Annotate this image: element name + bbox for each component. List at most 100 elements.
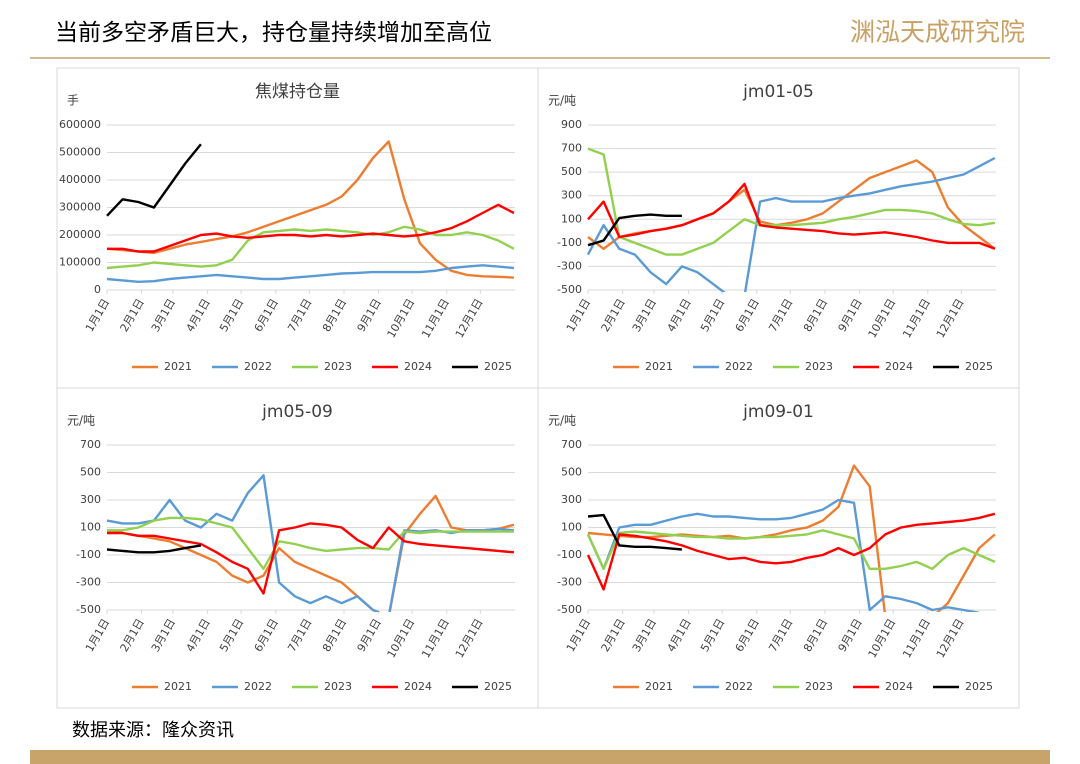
x-tick-label: 10月1日 xyxy=(385,617,418,661)
panel xyxy=(56,67,539,389)
series-line xyxy=(587,147,996,256)
y-tick-label: -100 xyxy=(76,548,101,561)
y-tick-label: 100 xyxy=(80,521,101,534)
x-tick-label: 8月1日 xyxy=(320,297,349,335)
x-tick-label: 5月1日 xyxy=(698,297,727,335)
x-tick-label: 6月1日 xyxy=(252,297,281,335)
x-tick-label: 5月1日 xyxy=(217,617,246,655)
legend-label: 2021 xyxy=(164,360,192,373)
x-tick-label: 9月1日 xyxy=(836,617,865,655)
x-tick-label: 12月1日 xyxy=(934,297,967,341)
slide-title: 当前多空矛盾巨大，持仓量持续增加至高位 xyxy=(55,20,492,46)
x-tick-label: 9月1日 xyxy=(355,297,384,335)
x-tick-label: 8月1日 xyxy=(801,617,830,655)
legend-label: 2024 xyxy=(885,360,913,373)
y-tick-label: 300 xyxy=(561,493,582,506)
y-tick-label: 200000 xyxy=(59,228,101,241)
x-tick-label: 8月1日 xyxy=(801,297,830,335)
x-tick-label: 3月1日 xyxy=(149,617,178,655)
legend-label: 2021 xyxy=(164,680,192,693)
panel xyxy=(537,387,1020,709)
series-line xyxy=(106,544,202,554)
y-tick-label: -100 xyxy=(557,236,582,249)
x-tick-label: 12月1日 xyxy=(934,617,967,661)
series-line xyxy=(586,156,996,292)
y-tick-label: 700 xyxy=(561,438,582,451)
series-line xyxy=(107,522,515,595)
legend-label: 2023 xyxy=(805,680,833,693)
series-line xyxy=(107,203,515,253)
chart-title: jm09-01 xyxy=(742,402,814,422)
y-tick-label: 700 xyxy=(561,142,582,155)
x-tick-label: 7月1日 xyxy=(766,617,795,655)
legend-label: 2024 xyxy=(404,680,432,693)
y-tick-label: 900 xyxy=(561,118,582,131)
x-tick-label: 10月1日 xyxy=(866,617,899,661)
x-tick-label: 2月1日 xyxy=(599,617,628,655)
x-tick-label: 4月1日 xyxy=(184,617,213,655)
legend-label: 2025 xyxy=(965,360,993,373)
plot-area xyxy=(106,474,515,612)
y-tick-label: 500000 xyxy=(59,146,101,159)
plot-area xyxy=(586,464,996,612)
series-line xyxy=(106,140,514,279)
legend-label: 2024 xyxy=(885,680,913,693)
series-line xyxy=(106,143,202,217)
legend-label: 2024 xyxy=(404,360,432,373)
y-tick-label: 100 xyxy=(561,521,582,534)
x-tick-label: 2月1日 xyxy=(118,297,147,335)
series-line xyxy=(586,498,980,612)
y-tick-label: 400000 xyxy=(59,173,101,186)
x-tick-label: 6月1日 xyxy=(733,617,762,655)
y-unit: 元/吨 xyxy=(67,414,95,428)
x-tick-label: 11月1日 xyxy=(900,297,933,341)
y-tick-label: 0 xyxy=(94,283,101,296)
y-tick-label: 500 xyxy=(561,165,582,178)
series-line xyxy=(106,225,515,270)
y-unit: 元/吨 xyxy=(548,414,576,428)
series-line xyxy=(586,512,996,591)
x-tick-label: 4月1日 xyxy=(184,297,213,335)
plot-area xyxy=(106,140,515,283)
series-line xyxy=(106,494,515,612)
y-tick-label: 300 xyxy=(561,189,582,202)
legend-label: 2025 xyxy=(484,360,512,373)
x-tick-label: 7月1日 xyxy=(285,617,314,655)
x-tick-label: 6月1日 xyxy=(733,297,762,335)
y-tick-label: -500 xyxy=(557,283,582,296)
x-tick-label: 3月1日 xyxy=(630,297,659,335)
y-tick-label: -500 xyxy=(557,603,582,616)
series-line xyxy=(586,529,996,570)
legend-label: 2025 xyxy=(484,680,512,693)
series-line xyxy=(587,159,996,250)
series-line xyxy=(587,182,996,250)
chart-title: 焦煤持仓量 xyxy=(255,82,340,102)
legend-label: 2021 xyxy=(645,680,673,693)
x-tick-label: 12月1日 xyxy=(453,617,486,661)
series-line xyxy=(106,264,515,283)
legend-label: 2022 xyxy=(725,680,753,693)
x-tick-label: 8月1日 xyxy=(320,617,349,655)
x-tick-label: 11月1日 xyxy=(900,617,933,661)
y-tick-label: 500 xyxy=(80,466,101,479)
x-tick-label: 10月1日 xyxy=(866,297,899,341)
y-tick-label: 500 xyxy=(561,466,582,479)
x-tick-label: 4月1日 xyxy=(665,297,694,335)
y-tick-label: -500 xyxy=(76,603,101,616)
y-tick-label: 700 xyxy=(80,438,101,451)
y-tick-label: -100 xyxy=(557,548,582,561)
y-unit: 手 xyxy=(67,94,79,108)
x-tick-label: 12月1日 xyxy=(453,296,486,340)
x-tick-label: 9月1日 xyxy=(836,297,865,335)
y-tick-label: -300 xyxy=(76,576,101,589)
x-tick-label: 3月1日 xyxy=(149,297,178,335)
y-tick-label: 100000 xyxy=(59,256,101,269)
legend-label: 2022 xyxy=(244,680,272,693)
legend-label: 2022 xyxy=(244,360,272,373)
x-tick-label: 5月1日 xyxy=(217,297,246,335)
y-tick-label: -300 xyxy=(557,576,582,589)
x-tick-label: 2月1日 xyxy=(599,297,628,335)
x-tick-label: 3月1日 xyxy=(630,617,659,655)
source: 数据来源：隆众资讯 xyxy=(72,720,234,741)
x-tick-label: 7月1日 xyxy=(285,297,314,335)
